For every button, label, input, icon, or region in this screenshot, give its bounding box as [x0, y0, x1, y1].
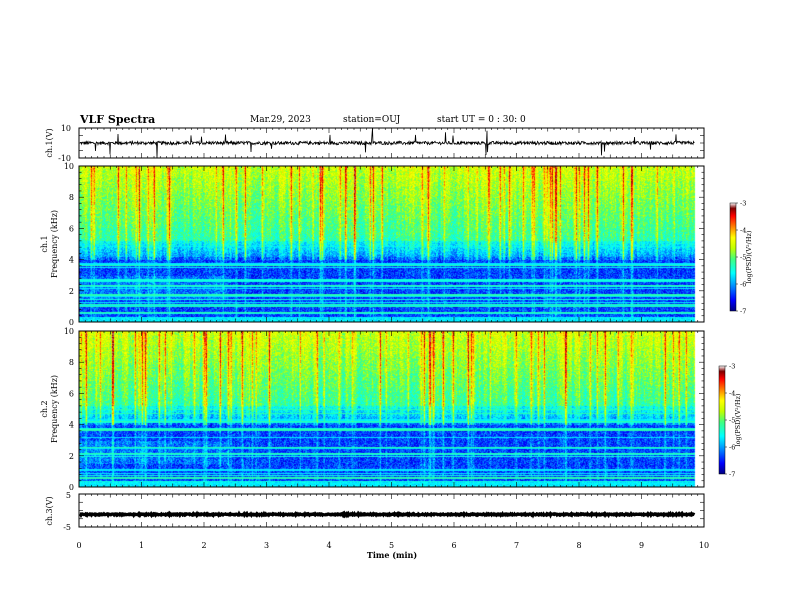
ch1-colorbar-gradient	[729, 202, 737, 312]
start-time-label: start UT = 0 : 30: 0	[437, 115, 526, 125]
y-tick-label: 2	[69, 452, 74, 461]
colorbar-tick-label: -4	[740, 227, 746, 235]
x-tick-label: 0	[76, 541, 81, 550]
figure-title: VLF Spectra	[79, 113, 155, 126]
colorbar-tick-label: -7	[729, 471, 735, 479]
ch1-spectrogram-ylabel-channel: ch.1	[40, 235, 49, 252]
ch1-ytick-top: 10	[61, 124, 71, 133]
ch3-waveform-trace	[79, 510, 696, 519]
y-tick-label: 8	[69, 193, 74, 202]
x-tick-label: 1	[139, 541, 144, 550]
ch1-colorbar: -3 -4 -5 -6 -7 log(PSD)(V²/Hz)	[729, 200, 753, 316]
ch3-waveform-ylabel: ch.3(V)	[45, 496, 54, 525]
colorbar-tick-label: -3	[729, 363, 735, 371]
y-tick-label: 0	[69, 483, 74, 492]
x-tick-label: 5	[389, 541, 394, 550]
x-tick-label: 9	[639, 541, 644, 550]
y-tick-label: 0	[69, 318, 74, 327]
ch1-spectrogram-ylabel-frequency: Frequency (kHz)	[50, 210, 59, 278]
ch1-spectrogram-ticks	[78, 165, 705, 323]
ch2-colorbar-gradient	[718, 365, 726, 475]
y-tick-label: 6	[69, 389, 74, 398]
ch2-spectrogram-ticks	[78, 330, 705, 488]
y-tick-label: 2	[69, 287, 74, 296]
x-tick-label: 4	[326, 541, 331, 550]
ch2-colorbar: -3 -4 -5 -6 -7 log(PSD)(V²/Hz)	[718, 363, 742, 479]
ch1-spectrogram-image	[79, 166, 704, 322]
y-tick-label: 4	[69, 421, 74, 430]
ch3-ytick-top: 5	[66, 491, 71, 500]
x-tick-label: 3	[264, 541, 269, 550]
colorbar-tick-label: -6	[740, 281, 746, 289]
station-label: station=OUJ	[343, 115, 401, 125]
ch2-spectrogram-ytick-labels: 0 2 4 6 8 10	[64, 327, 74, 492]
y-tick-label: 10	[64, 162, 74, 171]
ch2-spectrogram-ylabel-frequency: Frequency (kHz)	[50, 375, 59, 443]
colorbar-tick-label: -5	[729, 417, 735, 425]
ch3-waveform-ticks	[78, 493, 705, 528]
colorbar-tick-label: -5	[740, 254, 746, 262]
colorbar-tick-label: -6	[729, 444, 735, 452]
y-tick-label: 6	[69, 224, 74, 233]
x-tick-label: 10	[699, 541, 709, 550]
ch1-waveform-panel: 10 -10 ch.1(V)	[45, 124, 705, 163]
ch1-ytick-bottom: -10	[58, 154, 71, 163]
x-tick-label: 8	[576, 541, 581, 550]
ch1-spectrogram-ytick-labels: 0 2 4 6 8 10	[64, 162, 74, 327]
ch1-waveform-trace	[79, 127, 695, 159]
ch1-colorbar-label: log(PSD)(V²/Hz)	[745, 230, 753, 283]
x-tick-label: 6	[451, 541, 456, 550]
ch1-spectrogram-panel: 0 2 4 6 8 10 ch.1 Frequency (kHz)	[40, 162, 705, 327]
ch2-colorbar-label: log(PSD)(V²/Hz)	[734, 393, 742, 446]
x-tick-label: 2	[201, 541, 206, 550]
y-tick-label: 8	[69, 358, 74, 367]
colorbar-tick-label: -4	[729, 390, 735, 398]
colorbar-tick-label: -7	[740, 308, 746, 316]
colorbar-tick-label: -3	[740, 200, 746, 208]
ch2-colorbar-ticks: -3 -4 -5 -6 -7	[725, 363, 735, 479]
ch3-ytick-bottom: -5	[63, 523, 71, 532]
ch2-spectrogram-panel: 0 2 4 6 8 10 ch.2 Frequency (kHz)	[40, 327, 705, 492]
ch1-waveform-ticks	[78, 127, 705, 159]
x-tick-label: 7	[514, 541, 519, 550]
ch1-waveform-ylabel: ch.1(V)	[45, 128, 54, 157]
y-tick-label: 10	[64, 327, 74, 336]
time-axis-tick-labels: 0 1 2 3 4 5 6 7 8 9 10	[76, 541, 709, 550]
date-label: Mar.29, 2023	[250, 115, 311, 125]
time-axis-label: Time (min)	[367, 550, 417, 560]
ch1-colorbar-ticks: -3 -4 -5 -6 -7	[736, 200, 746, 316]
ch3-waveform-panel: 5 -5 ch.3(V) 0 1 2 3 4 5 6 7 8 9 10 Time (min)	[45, 491, 709, 560]
ch2-spectrogram-ylabel-channel: ch.2	[40, 400, 49, 417]
y-tick-label: 4	[69, 256, 74, 265]
waveform-line	[79, 127, 695, 159]
ch2-spectrogram-image	[79, 331, 704, 487]
waveform-line	[79, 510, 696, 519]
